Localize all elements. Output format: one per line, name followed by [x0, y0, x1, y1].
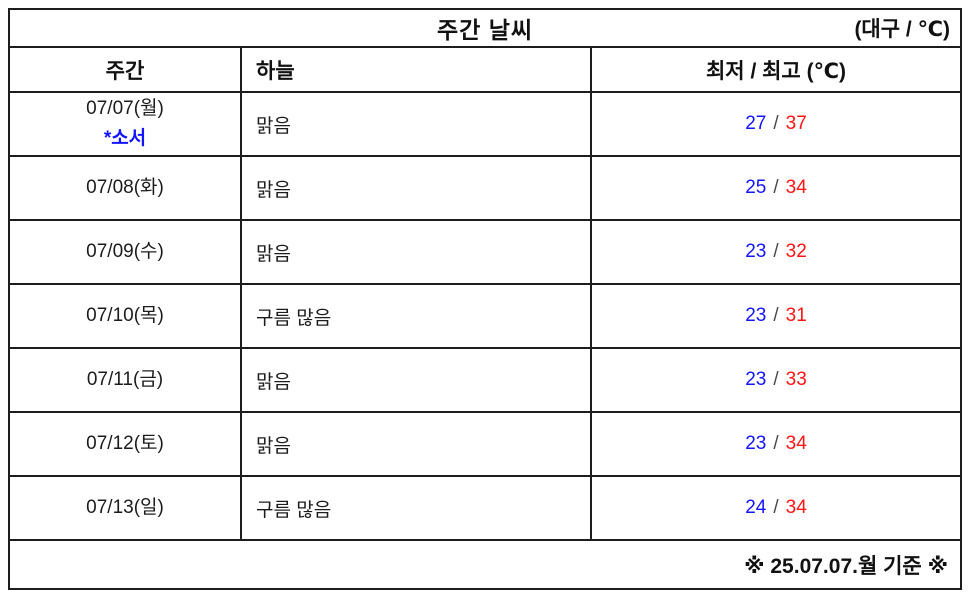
temp-cell: 24 / 34 — [592, 477, 960, 539]
max-temp: 34 — [785, 497, 807, 518]
date-cell: 07/07(월) *소서 — [10, 93, 242, 155]
sky-cell: 맑음 — [242, 221, 592, 283]
max-temp: 34 — [785, 433, 807, 454]
date-label: 07/12(토) — [86, 433, 164, 455]
date-label: 07/13(일) — [86, 497, 164, 519]
date-cell: 07/09(수) — [10, 221, 242, 283]
table-footer-row: ※ 25.07.07.월 기준 ※ — [10, 541, 960, 588]
temp-separator: / — [773, 305, 779, 326]
date-label: 07/09(수) — [86, 241, 164, 263]
sky-cell: 맑음 — [242, 157, 592, 219]
max-temp: 33 — [785, 369, 807, 390]
date-cell: 07/13(일) — [10, 477, 242, 539]
date-label: 07/08(화) — [86, 177, 164, 199]
temp-separator: / — [773, 433, 779, 454]
temp-separator: / — [773, 241, 779, 262]
temp-separator: / — [773, 497, 779, 518]
temp-cell: 23 / 34 — [592, 413, 960, 475]
sky-cell: 맑음 — [242, 93, 592, 155]
table-title-row: 주간 날씨 (대구 / ℃) — [10, 10, 960, 48]
date-cell: 07/10(목) — [10, 285, 242, 347]
max-temp: 32 — [785, 241, 807, 262]
sky-cell: 구름 많음 — [242, 477, 592, 539]
location-unit-label: (대구 / ℃) — [854, 18, 950, 41]
table-row-thu: 07/10(목) 구름 많음 23 / 31 — [10, 285, 960, 349]
max-temp: 34 — [785, 177, 807, 198]
min-temp: 23 — [745, 241, 767, 262]
weekly-weather-table: 주간 날씨 (대구 / ℃) 주간 하늘 최저 / 최고 (℃) 07/07(월… — [8, 8, 962, 590]
table-row-sat: 07/12(토) 맑음 23 / 34 — [10, 413, 960, 477]
temp-cell: 25 / 34 — [592, 157, 960, 219]
table-row-sun: 07/13(일) 구름 많음 24 / 34 — [10, 477, 960, 541]
min-temp: 25 — [745, 177, 767, 198]
solar-term-note: *소서 — [103, 128, 147, 149]
column-header-sky: 하늘 — [242, 48, 592, 91]
reference-date-note: ※ 25.07.07.월 기준 ※ — [744, 554, 948, 578]
min-temp: 23 — [745, 433, 767, 454]
temp-cell: 23 / 32 — [592, 221, 960, 283]
date-cell: 07/08(화) — [10, 157, 242, 219]
date-label: 07/10(목) — [86, 305, 164, 327]
date-cell: 07/11(금) — [10, 349, 242, 411]
date-label: 07/07(월) — [86, 98, 164, 120]
table-row-tue: 07/08(화) 맑음 25 / 34 — [10, 157, 960, 221]
column-header-day: 주간 — [10, 48, 242, 91]
min-temp: 24 — [745, 497, 767, 518]
min-temp: 27 — [745, 113, 767, 134]
min-temp: 23 — [745, 305, 767, 326]
temp-separator: / — [773, 369, 779, 390]
max-temp: 31 — [785, 305, 807, 326]
temp-separator: / — [773, 177, 779, 198]
min-temp: 23 — [745, 369, 767, 390]
temp-cell: 27 / 37 — [592, 93, 960, 155]
table-row-wed: 07/09(수) 맑음 23 / 32 — [10, 221, 960, 285]
date-label: 07/11(금) — [86, 369, 164, 391]
temp-separator: / — [773, 113, 779, 134]
column-header-temp: 최저 / 최고 (℃) — [705, 59, 847, 83]
max-temp: 37 — [785, 113, 807, 134]
table-title: 주간 날씨 — [436, 17, 534, 43]
table-row-fri: 07/11(금) 맑음 23 / 33 — [10, 349, 960, 413]
sky-cell: 구름 많음 — [242, 285, 592, 347]
table-header-row: 주간 하늘 최저 / 최고 (℃) — [10, 48, 960, 93]
date-cell: 07/12(토) — [10, 413, 242, 475]
sky-cell: 맑음 — [242, 349, 592, 411]
temp-cell: 23 / 33 — [592, 349, 960, 411]
sky-cell: 맑음 — [242, 413, 592, 475]
table-row-mon: 07/07(월) *소서 맑음 27 / 37 — [10, 93, 960, 157]
temp-cell: 23 / 31 — [592, 285, 960, 347]
